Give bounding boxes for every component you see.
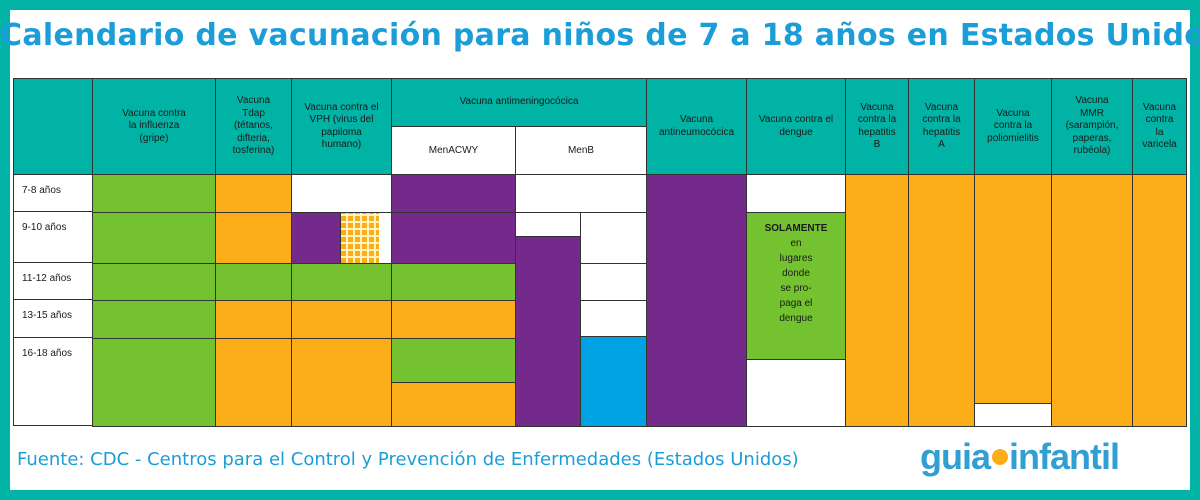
cell-menacwy xyxy=(391,263,516,301)
row-label: 16-18 años xyxy=(22,348,73,359)
vaccination-table: Vacuna contra la influenza (gripe) Vacun… xyxy=(13,78,1187,427)
header-vph: Vacuna contra el VPH (virus del papiloma… xyxy=(291,78,392,175)
header-hepatitis-b: Vacuna contra la hepatitis B xyxy=(845,78,909,175)
cell-poliomielitis xyxy=(974,174,1052,404)
cell-menb xyxy=(580,300,647,339)
cell-poliomielitis xyxy=(974,403,1052,427)
guiainfantil-logo: guia infantil xyxy=(920,436,1120,477)
dengue-note-text: en lugares donde se pro- paga el dengue xyxy=(779,238,813,324)
logo-part1: guia xyxy=(920,436,991,477)
cell-menb xyxy=(515,212,581,237)
page-title: Calendario de vacunación para niños de 7… xyxy=(0,18,1200,53)
cell-mmr xyxy=(1051,174,1133,427)
header-menb: MenB xyxy=(515,126,647,175)
header-hepatitis-a: Vacuna contra la hepatitis A xyxy=(908,78,975,175)
cell-varicela xyxy=(1132,174,1187,427)
cell-menacwy xyxy=(391,174,516,213)
row-label: 13-15 años xyxy=(14,300,92,338)
cell-tdap xyxy=(215,212,292,264)
header-antineumococica: Vacuna antineumocócica xyxy=(646,78,747,175)
cell-dengue xyxy=(746,174,846,213)
cell-vph xyxy=(291,338,392,427)
cell-menb xyxy=(515,236,581,427)
cell-tdap xyxy=(215,263,292,301)
header-mmr: Vacuna MMR (sarampión, paperas, rubéola) xyxy=(1051,78,1133,175)
logo-part2: infantil xyxy=(1009,436,1120,477)
cell-menb xyxy=(580,212,647,264)
header-tdap: Vacuna Tdap (tétanos, difteria, tosferin… xyxy=(215,78,292,175)
cell-vph xyxy=(291,212,341,264)
cell-influenza xyxy=(92,263,216,301)
cell-menb xyxy=(515,174,647,213)
cell-dengue xyxy=(746,359,846,427)
cell-vph-optional xyxy=(341,213,379,263)
row-label: 9-10 años xyxy=(14,212,92,263)
cell-antineumococica xyxy=(646,174,747,427)
header-antimeningococica: Vacuna antimeningocócica xyxy=(391,78,647,127)
header-influenza: Vacuna contra la influenza (gripe) xyxy=(92,78,216,175)
header-menacwy: MenACWY xyxy=(391,126,516,175)
cell-influenza xyxy=(92,300,216,339)
logo-dot-icon xyxy=(992,449,1009,465)
cell-vph xyxy=(291,300,392,339)
cell-tdap xyxy=(215,174,292,213)
cell-menb xyxy=(580,263,647,301)
cell-menacwy xyxy=(391,338,516,383)
cell-menacwy xyxy=(391,382,516,427)
cell-influenza xyxy=(92,212,216,264)
header-dengue: Vacuna contra el dengue xyxy=(746,78,846,175)
cell-influenza xyxy=(92,338,216,427)
cell-influenza xyxy=(92,174,216,213)
cell-vph xyxy=(291,263,392,301)
row-label: 7-8 años xyxy=(14,175,92,212)
dengue-note-bold: SOLAMENTE xyxy=(764,223,828,234)
header-poliomielitis: Vacuna contra la poliomielitis xyxy=(974,78,1052,175)
header-corner xyxy=(13,78,93,175)
cell-hepatitis-b xyxy=(845,174,909,427)
cell-tdap xyxy=(215,338,292,427)
cell-menacwy xyxy=(391,212,516,264)
cell-hepatitis-a xyxy=(908,174,975,427)
row-label: 11-12 años xyxy=(14,263,92,300)
cell-vph xyxy=(291,174,392,213)
cell-tdap xyxy=(215,300,292,339)
cell-menacwy xyxy=(391,300,516,339)
dengue-note: SOLAMENTE en lugares donde se pro- paga … xyxy=(746,212,846,360)
cell-menb xyxy=(580,336,647,427)
source-note: Fuente: CDC - Centros para el Control y … xyxy=(17,449,799,470)
header-varicela: Vacuna contra la varicela xyxy=(1132,78,1187,175)
